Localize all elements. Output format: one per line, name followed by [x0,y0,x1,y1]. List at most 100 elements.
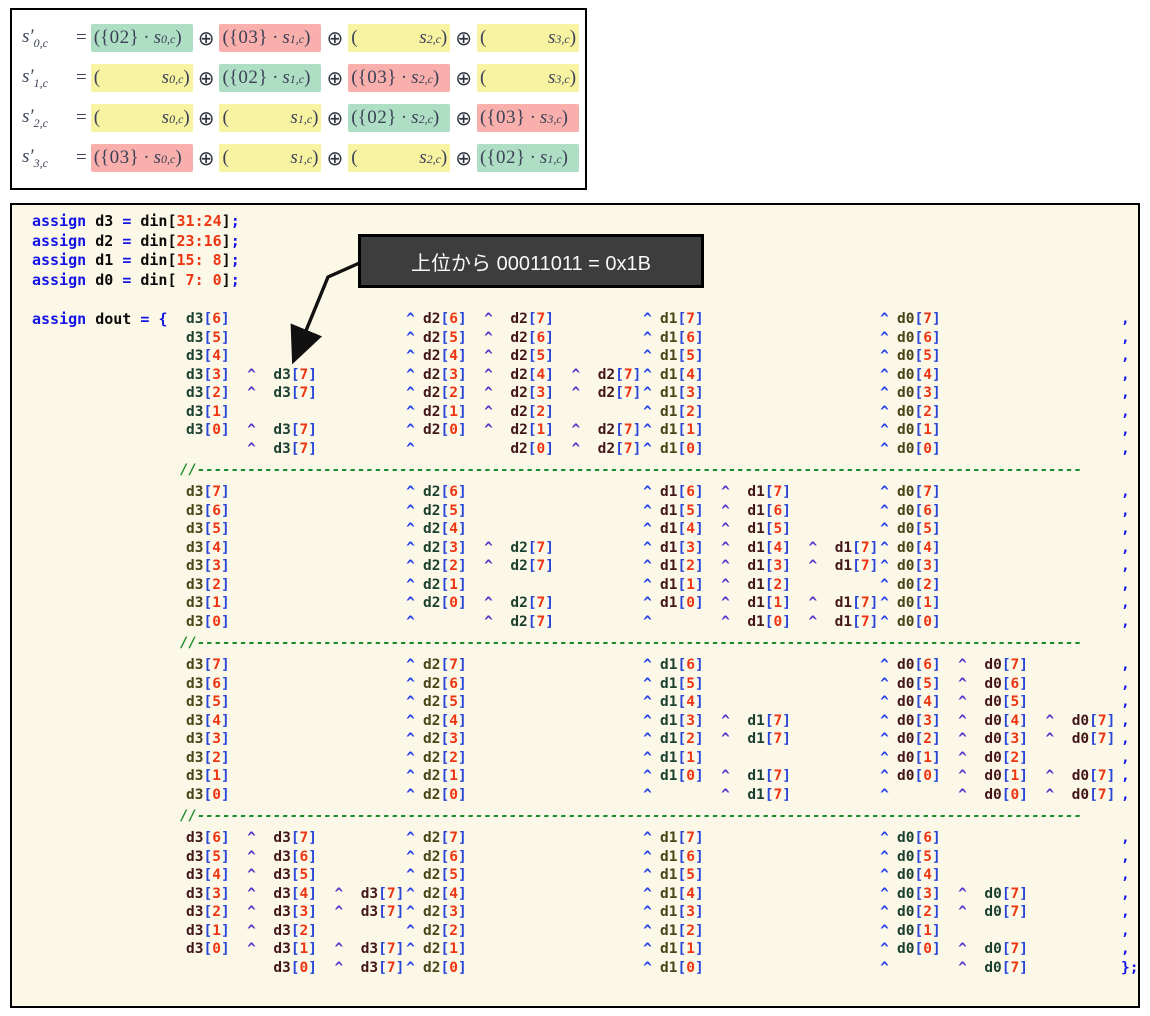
xor-oplus-symbol: ⊕ [455,26,473,50]
matrix-cell-line: d3[0] [186,613,230,630]
matrix-cell-line: d3[2] ^ d3[3] ^ d3[7] [186,904,405,920]
matrix-cell-line: d2[6] [423,484,467,500]
xor-oplus-symbol: ⊕ [197,26,215,50]
equals-sign: = [76,107,87,128]
xor-separator-column: ^ ^ ^ ^ ^ ^ ^ ^ [643,484,652,630]
matrix-cell-line: d2[7] [423,830,467,846]
matrix-cell-line: d0[1] [897,595,941,611]
matrix-cell-line: d0[7] [897,484,941,500]
matrix-group: d3[7] d3[6] d3[5] d3[4] d3[3] d3[2] d3[1] d3[0]… [180,651,1147,809]
xor-oplus-symbol: ⊕ [455,106,473,130]
xor-separator-column: ^ ^ ^ ^ ^ ^ ^ ^ [406,830,415,976]
formula-lhs: s′1,c [22,65,48,90]
formula-term: ({03} · s 2,c) [348,64,451,92]
matrix-cell-line: d2[4] [423,885,467,902]
matrix-cell-line: d1[1] [660,941,704,957]
matrix-cell-line: d2[5] ^ d2[6] [423,329,555,346]
matrix-cell-line: d0[2] [897,403,941,420]
matrix-cell-line: d1[6] [660,329,704,346]
formula-term: (s 1,c) [219,144,322,172]
verilog-code-panel: assign d3 = din[31:24]; assign d2 = din[2… [10,203,1140,1008]
xor-oplus-symbol: ⊕ [326,66,344,90]
matrix-group: d3[6] d3[5] d3[4] d3[3] ^ d3[7] d3[2] ^ d3[7… [180,305,1147,463]
matrix-cell-line: d0[1] ^ d0[2] [897,749,1029,766]
matrix-cell-line: d2[2] ^ d2[7] [423,558,555,574]
formula-term: ({02} · s 2,c) [348,104,451,132]
matrix-cell: d3[6] d3[5] d3[4] d3[3] ^ d3[7] d3[2] ^ d3[7… [180,305,404,463]
xor-separator-column: ^ ^ ^ ^ ^ ^ ^ ^ [406,311,415,457]
matrix-cell-line: d2[6] [423,848,467,865]
matrix-cell: d0[7] d0[6] d0[5] d0[4] d0[3] d0[2] d0[1] d0[0] [891,305,1115,463]
matrix-cell-line: d2[1] ^ d2[2] [423,403,555,420]
xor-oplus-symbol: ⊕ [197,146,215,170]
matrix-cell-line: d1[4] [660,366,704,383]
matrix-cell-line: d0[0] ^ d0[1] ^ d0[7] [897,768,1116,784]
matrix-cell-line: d3[1] [186,403,230,420]
formula-term: ({02} · s 1,c) [219,64,322,92]
matrix-cell-line: d1[1] [660,422,704,438]
code-header-line: assign d0 = din[ 7: 0]; [32,270,240,289]
matrix-cell-line: d0[2] ^ d0[7] [897,904,1029,920]
matrix-cell-line: d3[5] [186,329,230,346]
matrix-cell-line: d0[1] [897,422,941,438]
matrix-cell-line: d1[3] ^ d1[7] [660,712,792,729]
matrix-cell-line: d2[6] ^ d2[7] [423,311,555,327]
matrix-cell-line: d1[4] ^ d1[5] [660,521,792,537]
dout-open-line: assign dout = { [32,310,168,328]
matrix-cell-line: d3[2] ^ d3[7] [186,385,318,401]
matrix-cell-line: d3[1] ^ d3[2] [186,922,318,939]
matrix-cell-line: d0[0] [897,440,941,457]
matrix-cell-line: d1[1] [660,749,704,766]
matrix-cell-line: d1[0] [660,440,704,457]
matrix-cell-line: d1[7] [660,830,704,846]
formula-term: (s 2,c) [348,24,451,52]
callout-text: 上位から 00011011 = 0x1B [411,252,651,275]
matrix-cell: d3[6] ^ d3[7] d3[5] ^ d3[6] d3[4] ^ d3[5] d… [180,824,404,982]
matrix-cell-line: d1[5] [660,675,704,692]
xor-separator-column: ^ ^ ^ ^ ^ ^ ^ ^ [880,657,889,803]
matrix-cell-line: d3[0] [186,786,230,803]
matrix-cell: d1[7] d1[6] d1[5] d1[4] d1[3] d1[2] d1[1] d1[0] [654,305,878,463]
row-end-column: ,,,,,,,, [1121,484,1130,630]
matrix-cell-line: d1[3] [660,904,704,920]
matrix-cell-line: d3[6] [186,311,230,327]
row-end-column: ,,,,,,,, [1121,311,1130,457]
xor-separator-column: ^ ^ ^ ^ ^ ^ ^ ^ [643,830,652,976]
matrix-cell: d3[7] d3[6] d3[5] d3[4] d3[3] d3[2] d3[1] d3[0] [180,651,404,809]
matrix-cell-line: d1[3] ^ d1[4] ^ d1[7] [660,539,879,556]
formula-term: (s 0,c) [90,104,193,132]
equals-sign: = [76,67,87,88]
matrix-cell-line: d1[2] [660,403,704,420]
xor-separator-column: ^ ^ ^ ^ ^ ^ ^ ^ [880,484,889,630]
group-separator-line: //--------------------------------------… [180,809,1082,824]
matrix-cell-line: d0[5] [897,521,941,537]
matrix-cell-line: d3[2] [186,749,230,766]
matrix-cell-line: d1[3] [660,385,704,401]
formula-term: (s 3,c) [477,24,580,52]
matrix-cell-line: d3[6] ^ d3[7] [186,830,318,846]
code-header-line: assign d3 = din[31:24]; [32,212,240,230]
matrix-cell-line: d1[6] ^ d1[7] [660,484,792,500]
xor-separator-column: ^ ^ ^ ^ ^ ^ ^ ^ [406,484,415,630]
formula-lhs: s′0,c [22,25,48,50]
formula-term: (s 2,c) [348,144,451,172]
matrix-cell-line: d0[5] [897,348,941,364]
formula-row: s′0,c =({02} · s 0,c) ⊕({03} · s 1,c) ⊕(s 2,c) ⊕(s 3… [22,18,585,58]
group-separator-line: //--------------------------------------… [180,636,1082,651]
matrix-cell-line: d0[6] [897,329,941,346]
matrix-cell: d0[6] ^ d0[7] d0[5] ^ d0[6] d0[4] ^ d0[5] d… [891,651,1115,809]
matrix-cell-line: d0[4] ^ d0[5] [897,694,1029,710]
matrix-cell-line: d3[4] [186,348,230,364]
matrix-cell: d2[7] d2[6] d2[5] d2[4] d2[3] d2[2] d2[1] d2[0] [417,824,641,982]
matrix-cell: d3[7] d3[6] d3[5] d3[4] d3[3] d3[2] d3[1] d3[0] [180,478,404,636]
matrix-cell-line: d0[4] [897,867,941,883]
formula-term: (s 1,c) [219,104,322,132]
xor-separator-column: ^ ^ ^ ^ ^ ^ ^ ^ [880,830,889,976]
matrix-cell-line: d3[4] [186,712,230,729]
code-header-line: assign d1 = din[15: 8]; [32,251,240,269]
callout-box: 上位から 00011011 = 0x1B [358,234,704,288]
matrix-cell-line: d0[7] [897,311,941,327]
formula-term: ({02} · s 0,c) [90,24,193,52]
matrix-cell-line: d2[7] [423,657,467,673]
